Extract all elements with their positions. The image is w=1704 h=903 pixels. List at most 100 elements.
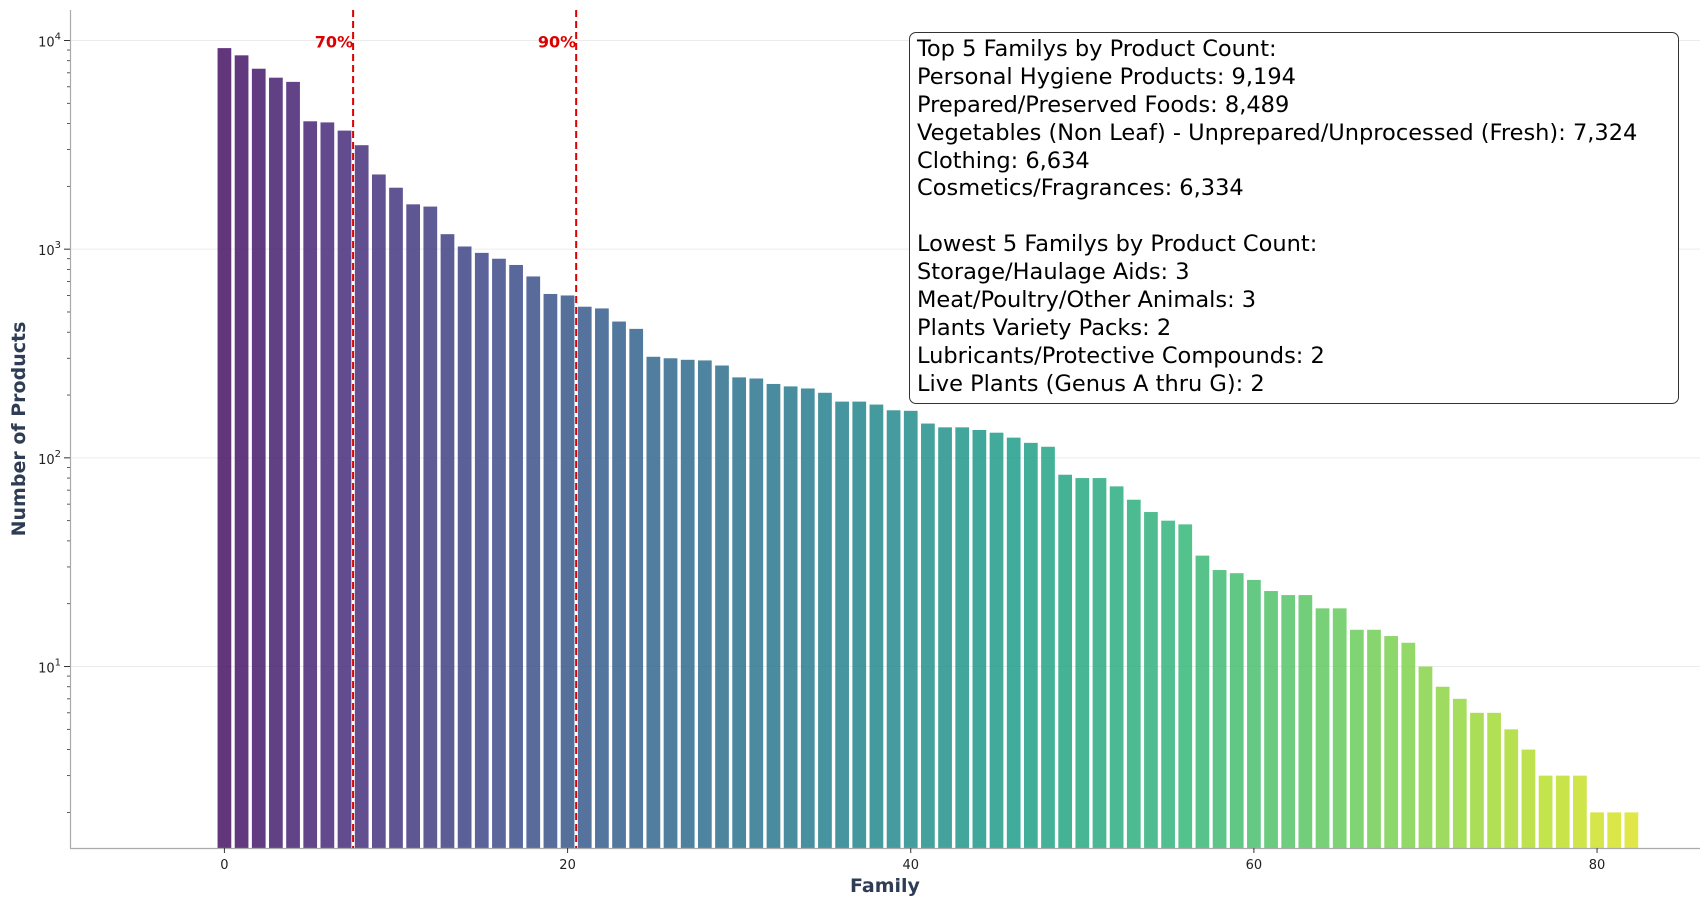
bar <box>715 365 729 848</box>
bar <box>1161 520 1175 848</box>
lowest-family-item: Plants Variety Packs: 2 <box>917 314 1172 341</box>
bar <box>1384 636 1399 848</box>
bar <box>1452 698 1467 848</box>
top-family-item: Clothing: 6,634 <box>917 147 1090 174</box>
top-family-item: Vegetables (Non Leaf) - Unprepared/Unpro… <box>917 119 1638 146</box>
bar <box>1041 446 1055 848</box>
bar <box>1023 442 1038 848</box>
x-tick-label: 60 <box>1246 858 1263 873</box>
bar <box>1281 595 1296 848</box>
bar <box>1435 686 1450 848</box>
bar <box>1573 775 1587 848</box>
bar <box>1144 512 1158 848</box>
y-tick-label: 104 <box>38 31 61 50</box>
bar <box>697 360 712 848</box>
bar <box>1555 775 1570 848</box>
bar <box>1607 812 1622 848</box>
bar <box>1092 478 1107 848</box>
bar <box>1332 608 1347 848</box>
bar <box>1538 775 1553 848</box>
bar <box>835 401 849 848</box>
x-axis-title: Family <box>850 875 921 897</box>
bar <box>732 377 747 848</box>
bar <box>354 145 369 849</box>
bar <box>680 359 695 848</box>
bar <box>234 55 249 848</box>
x-tick-label: 40 <box>902 858 919 873</box>
bar <box>1006 437 1021 848</box>
threshold-label: 90% <box>538 32 576 51</box>
bar <box>852 401 867 848</box>
bar <box>251 68 266 848</box>
bar <box>577 306 592 849</box>
bar <box>1418 666 1433 848</box>
lowest-family-item: Lubricants/Protective Compounds: 2 <box>917 342 1325 369</box>
x-tick-label: 80 <box>1589 858 1606 873</box>
bar <box>560 295 575 848</box>
bar <box>1075 478 1090 848</box>
bar <box>989 432 1004 848</box>
x-tick-label: 20 <box>559 858 576 873</box>
bar <box>1367 629 1381 848</box>
lowest-family-item: Live Plants (Genus A thru G): 2 <box>917 370 1265 397</box>
top-family-item: Prepared/Preserved Foods: 8,489 <box>917 91 1290 118</box>
bar <box>1470 712 1484 848</box>
ticks: 0 20 40 60 80 101 102 103 104 <box>38 31 1605 873</box>
bar <box>886 410 901 848</box>
bar <box>371 174 386 848</box>
bar <box>1401 642 1416 848</box>
bar <box>1247 579 1261 848</box>
bar <box>286 81 300 848</box>
bar <box>749 378 764 848</box>
bar <box>869 404 884 848</box>
bar <box>457 246 472 849</box>
bar <box>217 48 232 849</box>
bar <box>526 276 541 848</box>
bar <box>509 264 523 848</box>
bar <box>1264 591 1278 848</box>
bar <box>1058 474 1073 848</box>
bar <box>938 427 952 848</box>
bar <box>1109 486 1124 848</box>
bar <box>1229 573 1244 848</box>
bar <box>1212 570 1227 848</box>
top-family-item: Cosmetics/Fragrances: 6,334 <box>917 175 1244 202</box>
bar <box>1521 749 1536 848</box>
bar <box>1590 812 1604 848</box>
bar <box>423 206 438 849</box>
threshold-label: 70% <box>315 32 353 51</box>
lowest-families-title: Lowest 5 Familys by Product Count: <box>917 231 1318 258</box>
axes <box>69 10 1700 850</box>
y-axis-title: Number of Products <box>8 322 30 537</box>
bar <box>269 77 283 848</box>
bar <box>921 423 935 848</box>
bar <box>612 321 626 849</box>
bar <box>320 122 335 848</box>
lowest-family-item: Meat/Poultry/Other Animals: 3 <box>917 287 1257 314</box>
bar <box>955 427 970 848</box>
bar <box>1298 595 1313 848</box>
bar <box>1315 608 1330 848</box>
summary-spacer <box>917 203 1671 231</box>
bar <box>474 252 489 848</box>
bar <box>1349 629 1364 848</box>
lowest-family-item: Storage/Haulage Aids: 3 <box>917 259 1190 286</box>
bars <box>217 48 1639 849</box>
y-tick-label: 102 <box>38 449 61 468</box>
bar <box>818 392 832 848</box>
bar <box>800 388 815 848</box>
bar <box>440 234 455 849</box>
summary-annotation-box: Top 5 Familys by Product Count: Personal… <box>909 32 1679 404</box>
bar <box>766 383 781 848</box>
bar <box>646 356 661 848</box>
bar <box>1195 555 1210 848</box>
x-tick-label: 0 <box>220 858 228 873</box>
bar <box>783 386 798 848</box>
bar <box>543 293 558 849</box>
bar <box>337 130 352 848</box>
top-families-title: Top 5 Familys by Product Count: <box>917 36 1277 62</box>
bar <box>303 121 318 848</box>
bar <box>1504 729 1519 848</box>
bar <box>663 358 678 848</box>
